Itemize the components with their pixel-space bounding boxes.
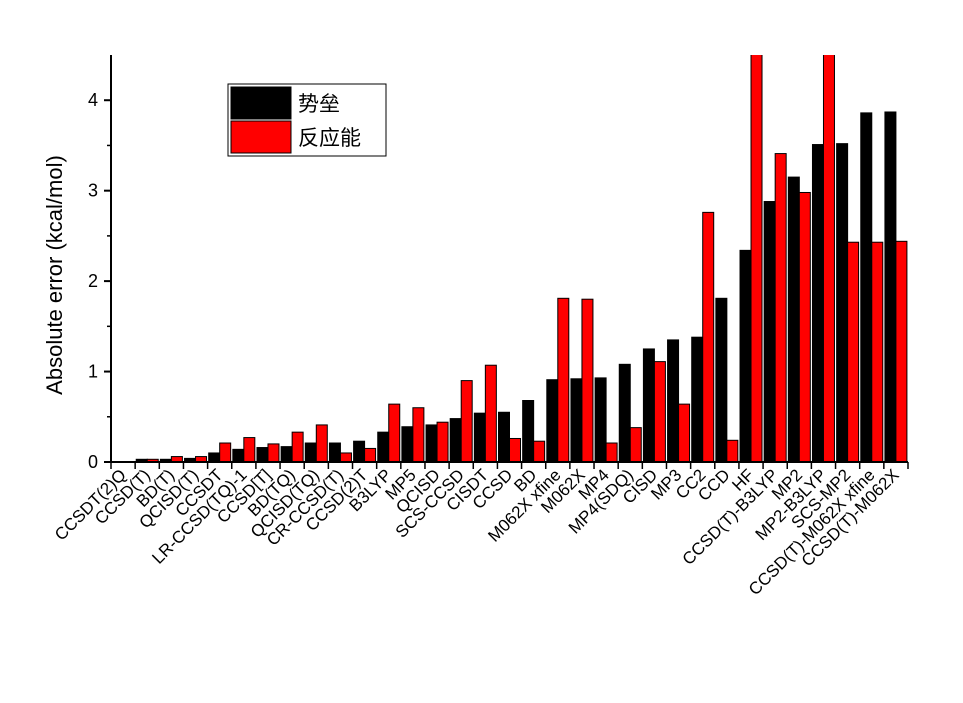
bar-reaction-energy [896,241,907,462]
bar-reaction-energy [365,448,376,462]
bar-barrier [740,250,751,462]
bar-reaction-energy [679,404,690,462]
bar-reaction-energy [558,298,569,462]
bar-barrier [668,340,679,462]
bar-barrier [209,453,220,462]
bar-reaction-energy [461,381,472,462]
bar-barrier [378,432,389,462]
bar-reaction-energy [437,422,448,462]
bar-barrier [523,401,534,463]
bar-barrier [499,412,510,462]
bar-reaction-energy [485,365,496,462]
bar-barrier [692,337,703,462]
bar-barrier [837,144,848,462]
bar-barrier [619,364,630,462]
bars [136,10,907,462]
bar-reaction-energy [340,453,351,462]
bar-barrier [547,380,558,462]
y-tick-label: 4 [88,90,98,110]
bar-reaction-energy [268,444,279,462]
bar-reaction-energy [775,154,786,462]
bar-reaction-energy [389,404,400,462]
bar-barrier [450,419,461,462]
legend-swatch-reaction-energy [231,121,291,153]
bar-reaction-energy [872,242,883,462]
bar-barrier [281,447,292,462]
bar-barrier [571,379,582,462]
bar-barrier [354,441,365,462]
bar-reaction-energy [654,362,665,462]
bar-reaction-energy [727,440,738,462]
bar-barrier [257,448,268,462]
bar-barrier [861,113,872,462]
y-tick-label: 2 [88,271,98,291]
bar-reaction-energy [848,242,859,462]
bar-barrier [305,443,316,462]
bar-reaction-energy [630,428,641,462]
bar-reaction-energy [823,10,834,462]
bar-reaction-energy [292,432,303,462]
bar-barrier [402,427,413,462]
bar-reaction-energy [534,441,545,462]
bar-barrier [426,425,437,462]
bar-reaction-energy [510,438,521,462]
y-tick-label: 1 [88,362,98,382]
y-tick-label: 3 [88,181,98,201]
bar-reaction-energy [751,10,762,462]
bar-reaction-energy [316,425,327,462]
bar-reaction-energy [582,299,593,462]
x-ticks: CCSDT(2)QCCSD(T)BD(T)QCISD(T)CCSDTLR-CCS… [51,462,908,599]
bar-barrier [812,145,823,462]
y-ticks: 0 1 2 3 4 [88,90,111,472]
bar-barrier [233,449,244,462]
bar-reaction-energy [244,438,255,462]
legend-label-barrier: 势垒 [298,93,340,116]
bar-barrier [716,298,727,462]
bar-barrier [764,202,775,462]
bar-barrier [885,112,896,462]
legend-swatch-barrier [231,87,291,119]
bar-barrier [329,443,340,462]
bar-reaction-energy [220,443,231,462]
bar-barrier [474,413,485,462]
bar-reaction-energy [703,212,714,462]
legend: 势垒 反应能 [228,84,386,156]
bar-reaction-energy [799,192,810,462]
legend-label-reaction-energy: 反应能 [298,127,361,150]
bar-reaction-energy [606,443,617,462]
bar-barrier [788,177,799,462]
bar-barrier [643,349,654,462]
bar-barrier [595,378,606,462]
bar-reaction-energy [413,408,424,462]
y-tick-label: 0 [88,452,98,472]
y-axis-label: Absolute error (kcal/mol) [42,155,67,395]
